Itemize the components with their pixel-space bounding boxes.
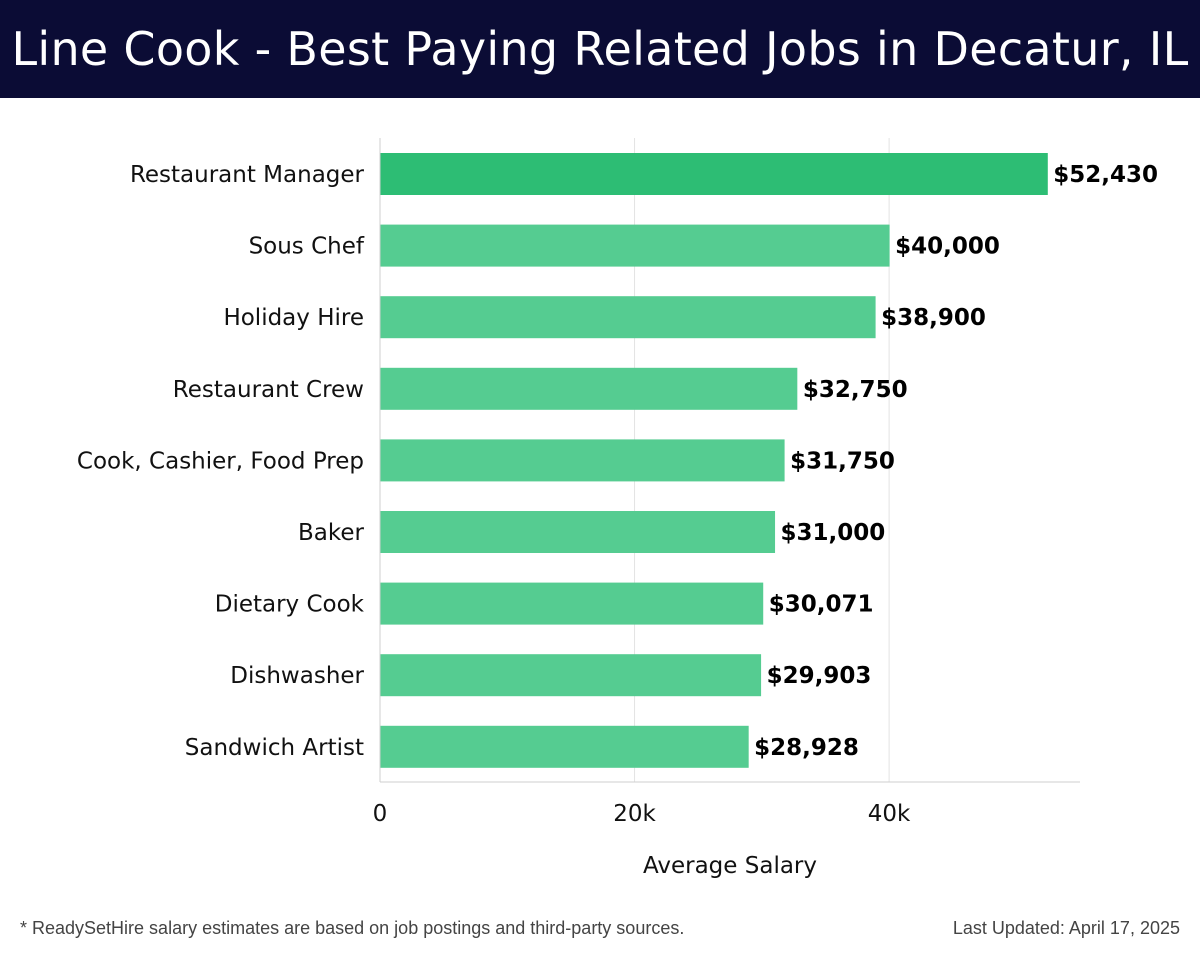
data-label: $28,928 bbox=[754, 735, 859, 761]
category-label: Restaurant Crew bbox=[173, 377, 364, 403]
data-label: $30,071 bbox=[769, 592, 874, 618]
data-label: $40,000 bbox=[895, 234, 1000, 260]
bar bbox=[380, 153, 1048, 195]
value-labels: $52,430 $40,000 $38,900 $32,750 $31,750 $31,0… bbox=[754, 162, 1158, 761]
chart-header: Line Cook - Best Paying Related Jobs in … bbox=[0, 0, 1200, 98]
x-tick-label: 0 bbox=[373, 801, 388, 827]
bar bbox=[380, 511, 776, 553]
x-tick-label: 20k bbox=[613, 801, 656, 827]
data-label: $52,430 bbox=[1053, 162, 1158, 188]
category-label: Sandwich Artist bbox=[185, 735, 364, 761]
bar bbox=[380, 654, 762, 697]
last-updated: Last Updated: April 17, 2025 bbox=[952, 918, 1180, 938]
category-labels: Restaurant Manager Sous Chef Holiday Hire R… bbox=[77, 162, 365, 761]
x-axis-ticks: 0 20k 40k bbox=[373, 801, 911, 827]
bars bbox=[380, 153, 1048, 768]
data-label: $38,900 bbox=[881, 305, 986, 331]
data-label: $31,000 bbox=[781, 520, 886, 546]
category-label: Dietary Cook bbox=[215, 592, 365, 618]
x-tick-label: 40k bbox=[868, 801, 911, 827]
category-label: Holiday Hire bbox=[223, 305, 364, 331]
bar bbox=[380, 582, 764, 625]
category-label: Restaurant Manager bbox=[130, 162, 365, 188]
bar bbox=[380, 439, 785, 482]
category-label: Cook, Cashier, Food Prep bbox=[77, 448, 364, 474]
bar bbox=[380, 367, 798, 410]
x-axis-title: Average Salary bbox=[643, 853, 817, 879]
chart-title: Line Cook - Best Paying Related Jobs in … bbox=[11, 22, 1189, 76]
data-label: $31,750 bbox=[790, 448, 895, 474]
bar-chart: Restaurant Manager Sous Chef Holiday Hire R… bbox=[77, 138, 1158, 879]
bar bbox=[380, 296, 876, 339]
footer-note: * ReadySetHire salary estimates are base… bbox=[20, 918, 685, 938]
bar bbox=[380, 725, 749, 768]
category-label: Baker bbox=[298, 520, 365, 546]
category-label: Dishwasher bbox=[230, 663, 364, 689]
bar bbox=[380, 224, 890, 267]
category-label: Sous Chef bbox=[249, 234, 365, 260]
data-label: $32,750 bbox=[803, 377, 908, 403]
data-label: $29,903 bbox=[767, 663, 872, 689]
